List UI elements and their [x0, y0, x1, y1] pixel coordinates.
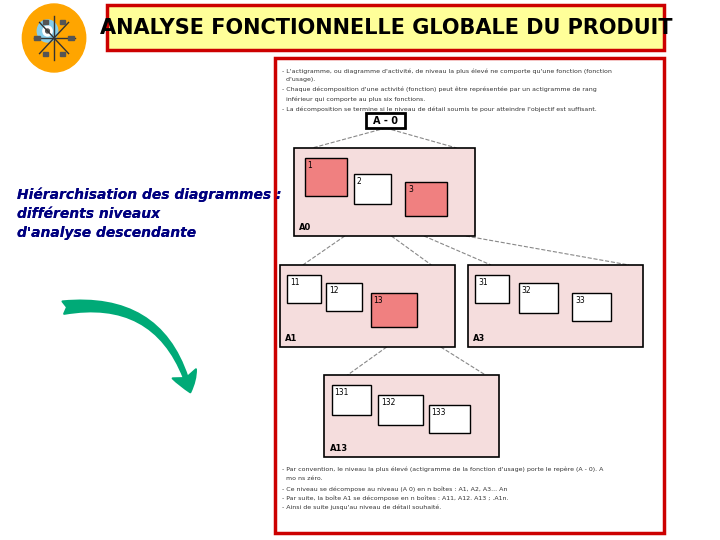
Text: mo ns zéro.: mo ns zéro. — [282, 476, 323, 482]
Text: différents niveaux: différents niveaux — [17, 207, 160, 221]
FancyBboxPatch shape — [287, 275, 320, 303]
Text: ANALYSE FONCTIONNELLE GLOBALE DU PRODUIT: ANALYSE FONCTIONNELLE GLOBALE DU PRODUIT — [99, 17, 672, 37]
FancyBboxPatch shape — [519, 283, 558, 313]
FancyBboxPatch shape — [279, 265, 455, 347]
FancyBboxPatch shape — [275, 58, 665, 533]
FancyBboxPatch shape — [354, 174, 392, 204]
Text: 13: 13 — [374, 296, 383, 305]
Bar — [35, 36, 40, 40]
FancyBboxPatch shape — [405, 182, 447, 216]
Text: 11: 11 — [289, 278, 300, 287]
Text: A - 0: A - 0 — [373, 116, 398, 125]
Text: 3: 3 — [408, 185, 413, 194]
Bar — [60, 21, 66, 24]
Bar — [43, 21, 48, 24]
Text: d'analyse descendante: d'analyse descendante — [17, 226, 196, 240]
Text: A0: A0 — [299, 223, 311, 232]
FancyBboxPatch shape — [475, 275, 509, 303]
Text: - L'actigramme, ou diagramme d'activité, de niveau la plus élevé ne comporte qu': - L'actigramme, ou diagramme d'activité,… — [282, 68, 612, 73]
Text: Hiérarchisation des diagrammes :: Hiérarchisation des diagrammes : — [17, 188, 282, 202]
Text: 1: 1 — [307, 161, 312, 170]
Circle shape — [22, 4, 86, 72]
Text: inférieur qui comporte au plus six fonctions.: inférieur qui comporte au plus six fonct… — [282, 97, 426, 102]
FancyBboxPatch shape — [468, 265, 643, 347]
FancyBboxPatch shape — [428, 405, 469, 433]
FancyBboxPatch shape — [107, 5, 665, 50]
Text: - Chaque décomposition d'une activité (fonction) peut être représentée par un ac: - Chaque décomposition d'une activité (f… — [282, 87, 597, 92]
Text: d'usage).: d'usage). — [282, 78, 315, 83]
Text: 132: 132 — [381, 398, 395, 407]
Text: 131: 131 — [335, 388, 349, 397]
Text: - Par suite, la boîte A1 se décompose en n boîtes : A11, A12. A13 ; .A1n.: - Par suite, la boîte A1 se décompose en… — [282, 496, 509, 501]
FancyBboxPatch shape — [324, 375, 500, 457]
Circle shape — [37, 20, 58, 42]
FancyBboxPatch shape — [371, 293, 418, 327]
Text: 32: 32 — [522, 286, 531, 295]
Text: 2: 2 — [357, 177, 361, 186]
Text: différents niveaux: différents niveaux — [17, 207, 160, 221]
Bar — [68, 36, 73, 40]
FancyBboxPatch shape — [305, 158, 346, 196]
Text: - Ce niveau se décompose au niveau (A 0) en n boîtes : A1, A2, A3... An: - Ce niveau se décompose au niveau (A 0)… — [282, 486, 508, 491]
Text: Hiérarchisation des diagrammes :: Hiérarchisation des diagrammes : — [17, 188, 282, 202]
Bar — [60, 52, 66, 56]
Circle shape — [43, 26, 52, 36]
Text: 33: 33 — [575, 296, 585, 305]
Text: A3: A3 — [473, 334, 485, 343]
Text: A1: A1 — [285, 334, 297, 343]
FancyBboxPatch shape — [332, 385, 371, 415]
Text: - Par convention, le niveau la plus élevé (actigramme de la fonction d'usage) po: - Par convention, le niveau la plus élev… — [282, 467, 603, 472]
FancyBboxPatch shape — [366, 113, 405, 128]
FancyArrowPatch shape — [63, 301, 196, 393]
FancyBboxPatch shape — [572, 293, 611, 321]
Text: 31: 31 — [478, 278, 487, 287]
Bar — [43, 52, 48, 56]
FancyBboxPatch shape — [294, 148, 475, 236]
Text: - Ainsi de suite jusqu'au niveau de détail souhaité.: - Ainsi de suite jusqu'au niveau de déta… — [282, 505, 441, 510]
FancyBboxPatch shape — [326, 283, 361, 311]
FancyBboxPatch shape — [378, 395, 423, 425]
Text: d'analyse descendante: d'analyse descendante — [17, 226, 196, 240]
Text: - La décomposition se termine si le niveau de détail soumis te pour atteindre l': - La décomposition se termine si le nive… — [282, 106, 597, 111]
Text: 133: 133 — [431, 408, 446, 417]
Circle shape — [45, 29, 50, 33]
Text: 12: 12 — [329, 286, 338, 295]
Text: A13: A13 — [330, 444, 348, 453]
